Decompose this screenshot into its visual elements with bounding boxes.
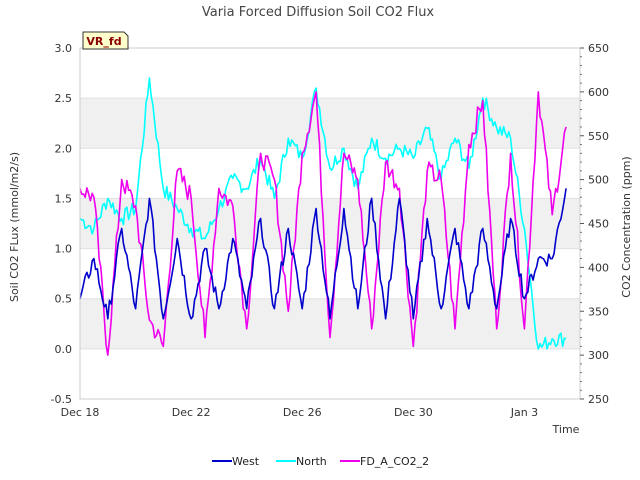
x-tick-label: Dec 30 <box>394 406 433 419</box>
left-y-axis-ticks: -0.5 0.0 0.5 1.0 1.5 2.0 2.5 3.0 <box>51 42 72 406</box>
y-tick-left-label: 0.0 <box>55 343 73 356</box>
station-badge-label: VR_fd <box>86 35 121 48</box>
y-tick-right-label: 450 <box>588 218 609 231</box>
station-badge: VR_fd <box>82 31 129 50</box>
x-tick-label: Dec 26 <box>283 406 322 419</box>
y-tick-right-label: 250 <box>588 393 609 406</box>
legend-label: FD_A_CO2_2 <box>360 455 429 468</box>
y-axis-label-right: CO2 Concentration (ppm) <box>620 156 633 297</box>
x-axis-ticks: Dec 18 Dec 22 Dec 26 Dec 30 Jan 3 <box>61 406 539 419</box>
x-tick-label: Dec 18 <box>61 406 100 419</box>
y-tick-left-label: 0.5 <box>55 293 73 306</box>
y-tick-right-label: 550 <box>588 130 609 143</box>
y-tick-left-label: 3.0 <box>55 42 73 55</box>
y-tick-right-label: 500 <box>588 174 609 187</box>
y-tick-left-label: 2.5 <box>55 92 73 105</box>
y-tick-left-label: 2.0 <box>55 142 73 155</box>
chart-title: Varia Forced Diffusion Soil CO2 Flux <box>202 5 435 20</box>
y-tick-right-label: 350 <box>588 305 609 318</box>
series-layer <box>79 77 567 356</box>
y-tick-right-label: 300 <box>588 349 609 362</box>
shaded-band-0 <box>80 298 580 349</box>
y-tick-left-label: 1.0 <box>55 243 73 256</box>
y-tick-right-label: 400 <box>588 261 609 274</box>
y-tick-left-label: -0.5 <box>51 393 72 406</box>
y-tick-left-label: 1.5 <box>55 192 73 205</box>
x-tick-label: Dec 22 <box>172 406 211 419</box>
legend-label: North <box>296 455 327 468</box>
y-axis-label-left: Soil CO2 FLux (mmol/m2/s) <box>8 152 21 302</box>
y-tick-right-label: 600 <box>588 86 609 99</box>
right-y-axis-ticks: 250 300 350 400 450 500 550 600 650 <box>580 42 609 406</box>
x-axis-label: Time <box>552 423 580 436</box>
legend: West North FD_A_CO2_2 <box>212 455 429 468</box>
series-line-north <box>79 77 567 350</box>
shaded-band-2 <box>80 98 580 149</box>
legend-label: West <box>232 455 260 468</box>
series-line-fd-a-co2-2 <box>79 91 567 356</box>
y-tick-right-label: 650 <box>588 42 609 55</box>
x-tick-label: Jan 3 <box>510 406 538 419</box>
series-line-west <box>79 188 567 320</box>
shaded-band-1 <box>80 198 580 249</box>
